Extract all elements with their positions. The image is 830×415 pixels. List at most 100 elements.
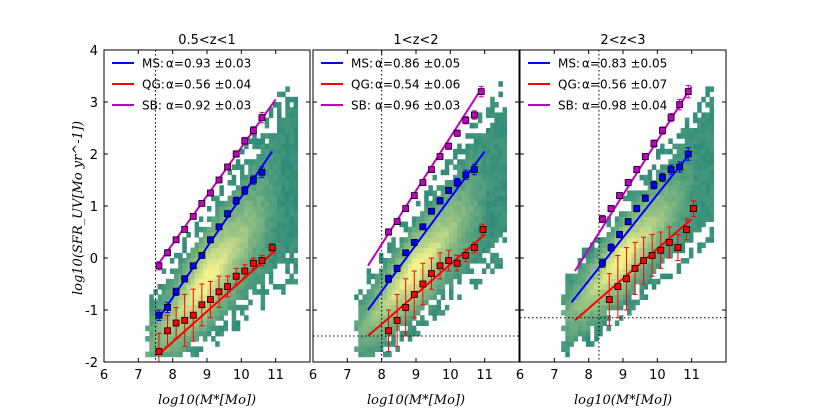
heat-cell (481, 258, 487, 264)
heat-cell (693, 216, 698, 222)
heat-cell (473, 284, 479, 290)
heat-cell (293, 133, 298, 139)
heat-cell (453, 154, 458, 160)
heat-cell (656, 211, 661, 217)
heat-cell (260, 304, 266, 311)
heat-cell (231, 216, 237, 222)
heat-cell (268, 263, 274, 269)
heat-cell (693, 180, 698, 186)
heat-cell (374, 278, 380, 285)
heat-cell (457, 273, 462, 280)
heat-cell (366, 310, 372, 316)
heat-cell (157, 325, 163, 332)
heat-cell (215, 258, 220, 264)
heat-cell (598, 247, 603, 254)
heat-cell (248, 216, 253, 222)
heat-cell (403, 221, 409, 228)
heat-cell (453, 273, 458, 280)
heat-cell (202, 263, 208, 269)
heat-cell (594, 304, 599, 311)
heat-cell (293, 232, 298, 238)
heat-cell (223, 232, 228, 238)
heat-cell (705, 200, 710, 207)
heat-cell (285, 107, 290, 113)
heat-cell (272, 154, 278, 160)
heat-cell (440, 252, 446, 259)
heat-cell (561, 346, 566, 352)
heat-cell (684, 128, 690, 134)
heat-cell (688, 190, 694, 196)
ms-point (445, 186, 453, 194)
sb-point (241, 137, 249, 145)
heat-cell (161, 341, 167, 347)
qg-point (419, 280, 427, 288)
heat-cell (383, 310, 388, 316)
heat-cell (623, 226, 628, 233)
heat-cell (411, 263, 417, 269)
heat-cell (664, 169, 669, 176)
heat-cell (235, 185, 241, 191)
heat-cell (660, 211, 665, 217)
heat-cell (240, 211, 245, 217)
heat-cell (709, 190, 714, 196)
heat-cell (647, 226, 653, 233)
sb-point (667, 114, 675, 121)
heat-cell (581, 278, 587, 285)
heat-cell (639, 221, 644, 228)
heat-cell (449, 263, 454, 269)
heat-cell (627, 304, 632, 311)
heat-cell (277, 200, 282, 207)
heat-cell (684, 232, 690, 238)
heat-cell (268, 138, 274, 144)
heat-cell (285, 226, 290, 233)
heat-cell (660, 273, 665, 280)
heat-cell (602, 242, 607, 248)
heat-cell (664, 190, 669, 196)
heat-cell (268, 133, 274, 139)
heat-cell (169, 346, 175, 352)
heat-cell (293, 206, 298, 212)
heat-cell (235, 242, 241, 248)
heat-cell (240, 206, 245, 212)
heat-cell (573, 310, 579, 316)
heat-cell (285, 112, 290, 118)
heat-cell (457, 221, 462, 228)
heat-cell (231, 278, 237, 285)
heat-cell (153, 325, 158, 332)
heat-cell (457, 211, 462, 217)
heat-cell (680, 232, 686, 238)
heat-cell (231, 304, 237, 311)
heat-cell (174, 341, 179, 347)
heat-cell (477, 112, 483, 118)
heat-cell (635, 242, 640, 248)
heat-cell (660, 216, 665, 222)
heat-cell (697, 211, 702, 217)
heat-cell (486, 200, 491, 207)
heat-cell (354, 325, 359, 332)
heat-cell (227, 247, 233, 254)
heat-cell (207, 226, 212, 233)
heat-cell (461, 221, 466, 228)
ms-point (659, 173, 666, 181)
heat-cell (565, 336, 570, 342)
heat-cell (268, 185, 274, 191)
heat-cell (268, 232, 274, 238)
heat-cell (289, 226, 294, 233)
heat-cell (502, 159, 507, 165)
heat-cell (581, 268, 587, 274)
heat-cell (502, 190, 507, 196)
heat-cell (362, 294, 367, 300)
heat-cell (293, 102, 298, 108)
heat-cell (256, 143, 261, 150)
x-axis-label: log10(M*[Mo]) (574, 393, 672, 408)
heat-cell (453, 221, 458, 228)
heat-cell (244, 284, 249, 290)
heat-cell (219, 268, 224, 274)
heat-cell (211, 258, 216, 264)
heat-cell (490, 268, 495, 274)
heat-cell (366, 330, 372, 337)
ms-point (224, 210, 232, 218)
heat-cell (277, 258, 282, 264)
heat-cell (411, 216, 417, 222)
heat-cell (281, 216, 286, 222)
